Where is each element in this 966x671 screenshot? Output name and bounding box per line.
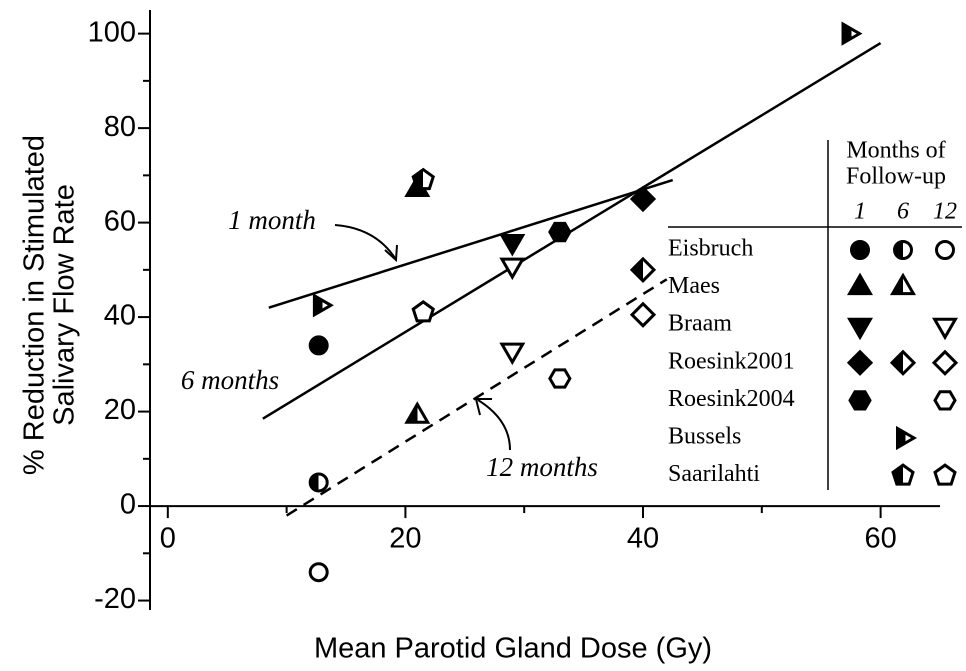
legend-symbol [935,240,955,260]
annotation: 6 months [181,365,279,395]
annotation: 1 month [228,205,316,235]
y-tick-label: 0 [120,489,136,521]
point [411,167,435,191]
legend-title: Follow-up [846,164,946,190]
y-axis-label: Salivary Flow Rate [49,184,81,426]
fit-line [285,278,668,517]
legend-label: Bussels [668,424,741,450]
point [499,233,526,257]
legend-symbol [891,463,915,486]
fit-line [262,42,882,420]
point [308,562,329,583]
point [629,185,657,213]
legend-symbol [932,317,958,341]
point [499,342,526,366]
legend-symbol [850,240,870,260]
point [548,368,572,389]
y-tick-label: 100 [88,16,136,48]
point [841,21,863,46]
point [629,301,657,328]
x-axis-label: Mean Parotid Gland Dose (Gy) [314,633,712,665]
y-tick-label: 80 [104,111,136,143]
x-tick-label: 20 [389,523,421,555]
legend-symbol [848,390,872,411]
legend-symbol [847,317,873,341]
legend-symbol [846,349,874,376]
legend-symbol [893,240,913,260]
y-tick-label: -20 [94,583,136,615]
point [411,300,435,323]
legend-symbol [896,425,918,451]
point [308,335,329,356]
y-tick-label: 40 [104,300,136,332]
legend-label: Maes [668,273,720,299]
annotation: 12 months [486,452,598,482]
point [499,257,526,281]
legend-label: Roesink2004 [668,386,795,412]
legend-symbol [933,390,957,411]
legend-title: Months of [846,138,945,164]
legend-label: Braam [668,311,732,337]
fit-line [268,178,674,309]
y-tick-label: 60 [104,205,136,237]
legend-column: 12 [933,199,957,225]
legend-symbol [933,463,957,486]
legend-label: Roesink2001 [668,348,795,374]
legend-symbol [931,349,959,376]
point [312,293,334,318]
legend-symbol [847,272,873,296]
point [308,472,329,493]
x-tick-label: 40 [627,523,659,555]
legend-label: Eisbruch [668,236,753,262]
y-tick-label: 20 [104,394,136,426]
legend-symbol [890,272,916,296]
point [548,221,572,243]
legend-symbol [889,349,917,376]
point [404,401,431,424]
y-axis-label: % Reduction in Stimulated [19,135,51,475]
x-tick-label: 0 [160,523,176,555]
legend-column: 6 [897,199,909,225]
arrow [334,224,396,259]
point [629,256,657,283]
legend-column: 1 [854,199,866,225]
arrow [477,399,511,451]
x-tick-label: 60 [864,523,896,555]
legend-label: Saarilahti [668,461,760,487]
arrow-head [384,244,398,263]
